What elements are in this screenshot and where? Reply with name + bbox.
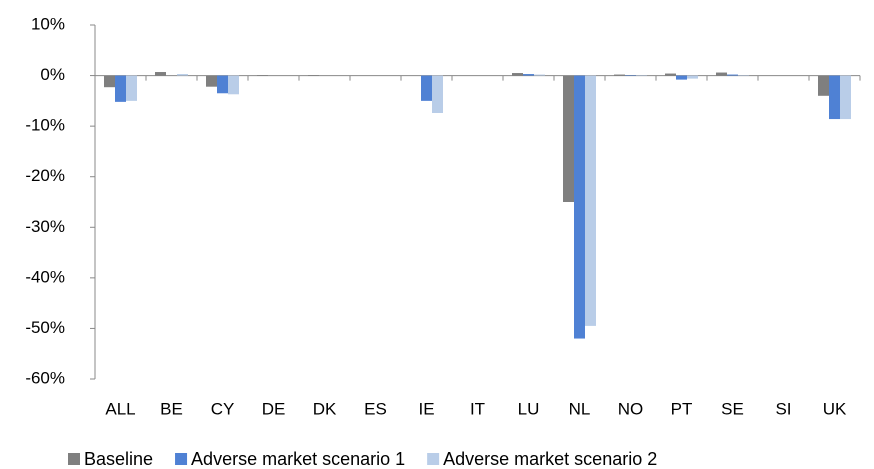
bar [727, 74, 738, 76]
x-tick-label: IT [470, 399, 485, 418]
legend-swatch [175, 453, 188, 465]
x-tick-label: NO [618, 399, 644, 418]
bar [563, 75, 574, 202]
bar [115, 75, 126, 102]
bar [104, 75, 115, 88]
x-tick-label: ALL [105, 399, 135, 418]
x-tick-label: DK [313, 399, 337, 418]
x-tick-label: NL [569, 399, 591, 418]
y-tick-label: -20% [25, 166, 65, 185]
bar [177, 74, 188, 76]
y-tick-label: -40% [25, 267, 65, 286]
x-tick-label: SE [721, 399, 744, 418]
legend-label: Adverse market scenario 2 [443, 449, 657, 469]
bar [614, 74, 625, 76]
bar [523, 74, 534, 76]
bar [818, 75, 829, 96]
y-tick-label: -50% [25, 318, 65, 337]
y-tick-label: 0% [40, 65, 65, 84]
x-tick-label: SI [775, 399, 791, 418]
bar [665, 73, 676, 76]
x-tick-label: CY [211, 399, 235, 418]
bar [155, 72, 166, 76]
legend-label: Adverse market scenario 1 [191, 449, 405, 469]
bar [625, 75, 636, 76]
bar [687, 75, 698, 79]
x-tick-label: DE [262, 399, 286, 418]
bar [738, 75, 749, 76]
bar [636, 75, 647, 76]
y-tick-label: -60% [25, 368, 65, 387]
x-tick-label: LU [518, 399, 540, 418]
legend-swatch [427, 453, 440, 465]
x-tick-label: PT [671, 399, 693, 418]
x-tick-label: UK [823, 399, 847, 418]
bar [574, 75, 585, 339]
bar [676, 75, 687, 80]
bar [716, 72, 727, 76]
bar [257, 75, 268, 76]
bar [512, 73, 523, 76]
y-tick-label: -30% [25, 217, 65, 236]
bar [228, 75, 239, 95]
bar [206, 75, 217, 87]
y-tick-label: -10% [25, 116, 65, 135]
x-tick-label: IE [418, 399, 434, 418]
bar [126, 75, 137, 101]
legend-label: Baseline [84, 449, 153, 469]
x-tick-label: ES [364, 399, 387, 418]
bar [308, 75, 319, 76]
legend-swatch [68, 453, 80, 465]
bar [421, 75, 432, 101]
bar [534, 74, 545, 76]
x-tick-label: BE [160, 399, 183, 418]
y-tick-label: 10% [31, 14, 65, 33]
bar [840, 75, 851, 120]
bar [432, 75, 443, 113]
bar [585, 75, 596, 326]
bar [829, 75, 840, 120]
bar [217, 75, 228, 94]
